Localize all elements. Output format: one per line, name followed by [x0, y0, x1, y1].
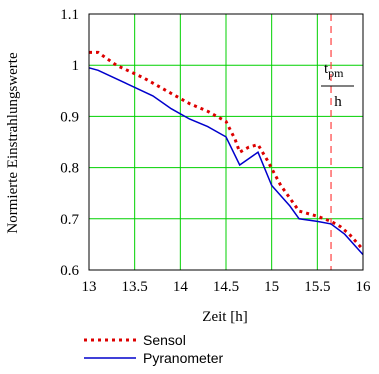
y-tick-label: 0.7 — [60, 212, 79, 228]
x-tick-label: 14.5 — [213, 279, 239, 295]
y-tick-label: 0.8 — [60, 161, 79, 177]
y-tick-label: 1.1 — [60, 7, 79, 23]
y-tick-label: 1 — [72, 58, 80, 74]
x-tick-label: 14 — [173, 279, 189, 295]
x-tick-label: 15.5 — [304, 279, 330, 295]
grid — [88, 13, 364, 271]
annotation-fraction: tpm h — [321, 61, 354, 110]
y-tick-label: 0.6 — [60, 263, 79, 279]
x-tick-label: 16 — [356, 279, 372, 295]
annotation-denominator: h — [334, 94, 342, 110]
legend-sensol-label: Sensol — [143, 332, 186, 348]
x-tick-labels: 13 13.5 14 14.5 15 15.5 16 — [82, 279, 372, 295]
y-tick-label: 0.9 — [60, 109, 79, 125]
plot-frame — [88, 13, 364, 271]
annotation-numerator: tpm — [324, 61, 344, 80]
legend-pyranometer-label: Pyranometer — [143, 350, 223, 366]
x-tick-label: 13.5 — [122, 279, 148, 295]
series-line-pyranometer — [88, 67, 364, 256]
plot-border — [88, 13, 364, 271]
x-tick-label: 15 — [264, 279, 279, 295]
y-axis-label: Normierte Einstrahlungswerte — [5, 52, 21, 234]
x-tick-label: 13 — [82, 279, 97, 295]
y-tick-labels: 0.6 0.7 0.8 0.9 1 1.1 — [60, 7, 79, 279]
x-axis-label: Zeit [h] — [202, 309, 247, 325]
legend: Sensol Pyranometer — [84, 332, 223, 366]
series-lines — [88, 14, 365, 270]
series-line-sensol — [89, 50, 365, 251]
